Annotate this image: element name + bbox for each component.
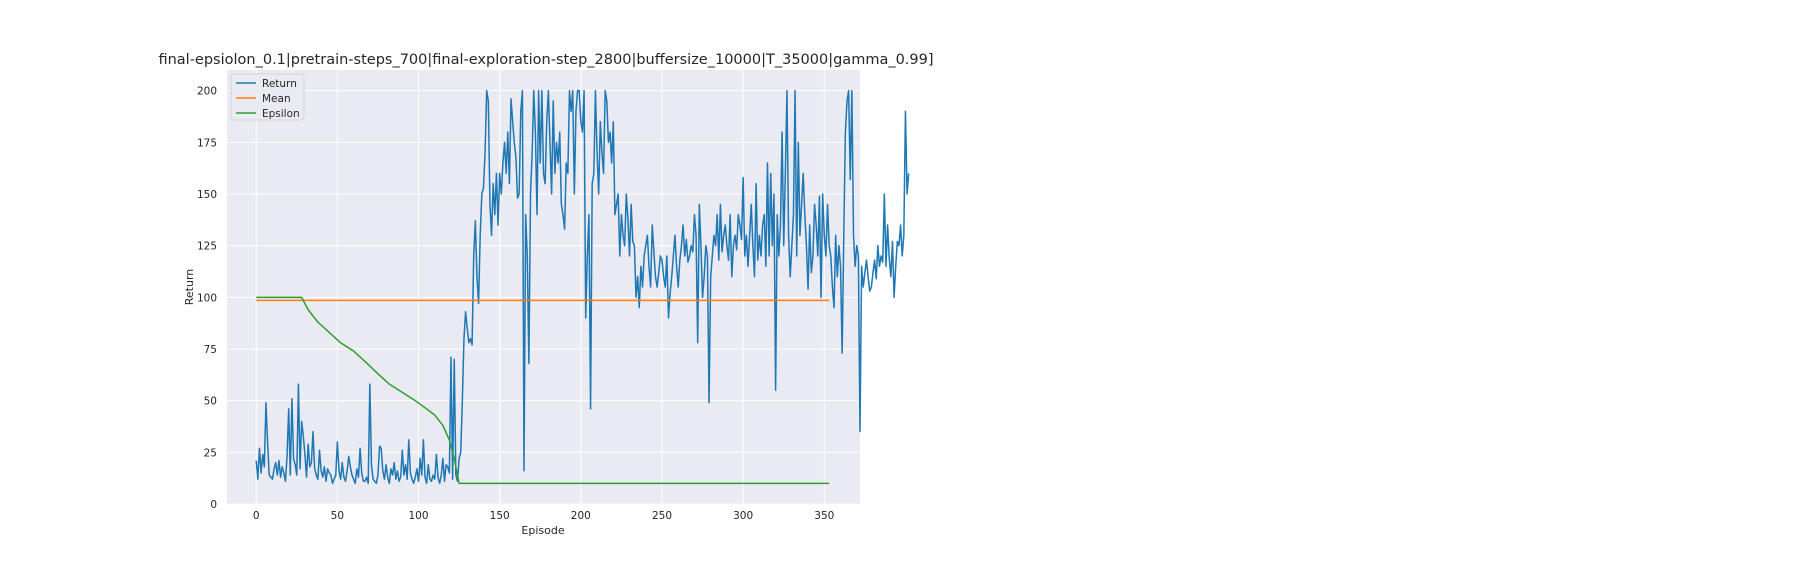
series-line-epsilon (256, 296, 830, 485)
grid (227, 70, 860, 505)
y-tick-label: 100 (197, 292, 217, 304)
x-tick-labels: 0 50 100 150 200 250 300 350 (253, 510, 834, 522)
x-axis-label: Episode (521, 524, 564, 537)
legend-label-epsilon: Epsilon (262, 108, 300, 120)
y-tick-label: 75 (204, 344, 217, 356)
chart-title: final-epsiolon_0.1|pretrain-steps_700|fi… (158, 52, 933, 68)
legend-label-return: Return (262, 78, 297, 90)
y-tick-label: 125 (197, 241, 217, 253)
x-tick-label: 0 (253, 510, 260, 522)
x-tick-label: 350 (814, 510, 834, 522)
y-tick-label: 25 (204, 447, 217, 459)
y-tick-label: 200 (197, 86, 217, 98)
y-tick-labels: 0 25 50 75 100 125 150 175 200 (197, 86, 217, 511)
y-tick-label: 175 (197, 137, 217, 149)
x-tick-label: 150 (490, 510, 510, 522)
y-tick-label: 0 (210, 499, 217, 511)
x-tick-label: 100 (408, 510, 428, 522)
x-tick-label: 300 (733, 510, 753, 522)
series-lines (255, 89, 910, 485)
legend: Return Mean Epsilon (230, 73, 305, 121)
x-tick-label: 250 (652, 510, 672, 522)
y-tick-label: 150 (197, 189, 217, 201)
legend-label-mean: Mean (262, 93, 291, 105)
legend-box (230, 73, 305, 121)
y-tick-label: 50 (204, 396, 217, 408)
x-tick-label: 50 (331, 510, 344, 522)
series-line-return (255, 89, 910, 485)
x-tick-label: 200 (571, 510, 591, 522)
y-axis-label: Return (183, 269, 196, 306)
